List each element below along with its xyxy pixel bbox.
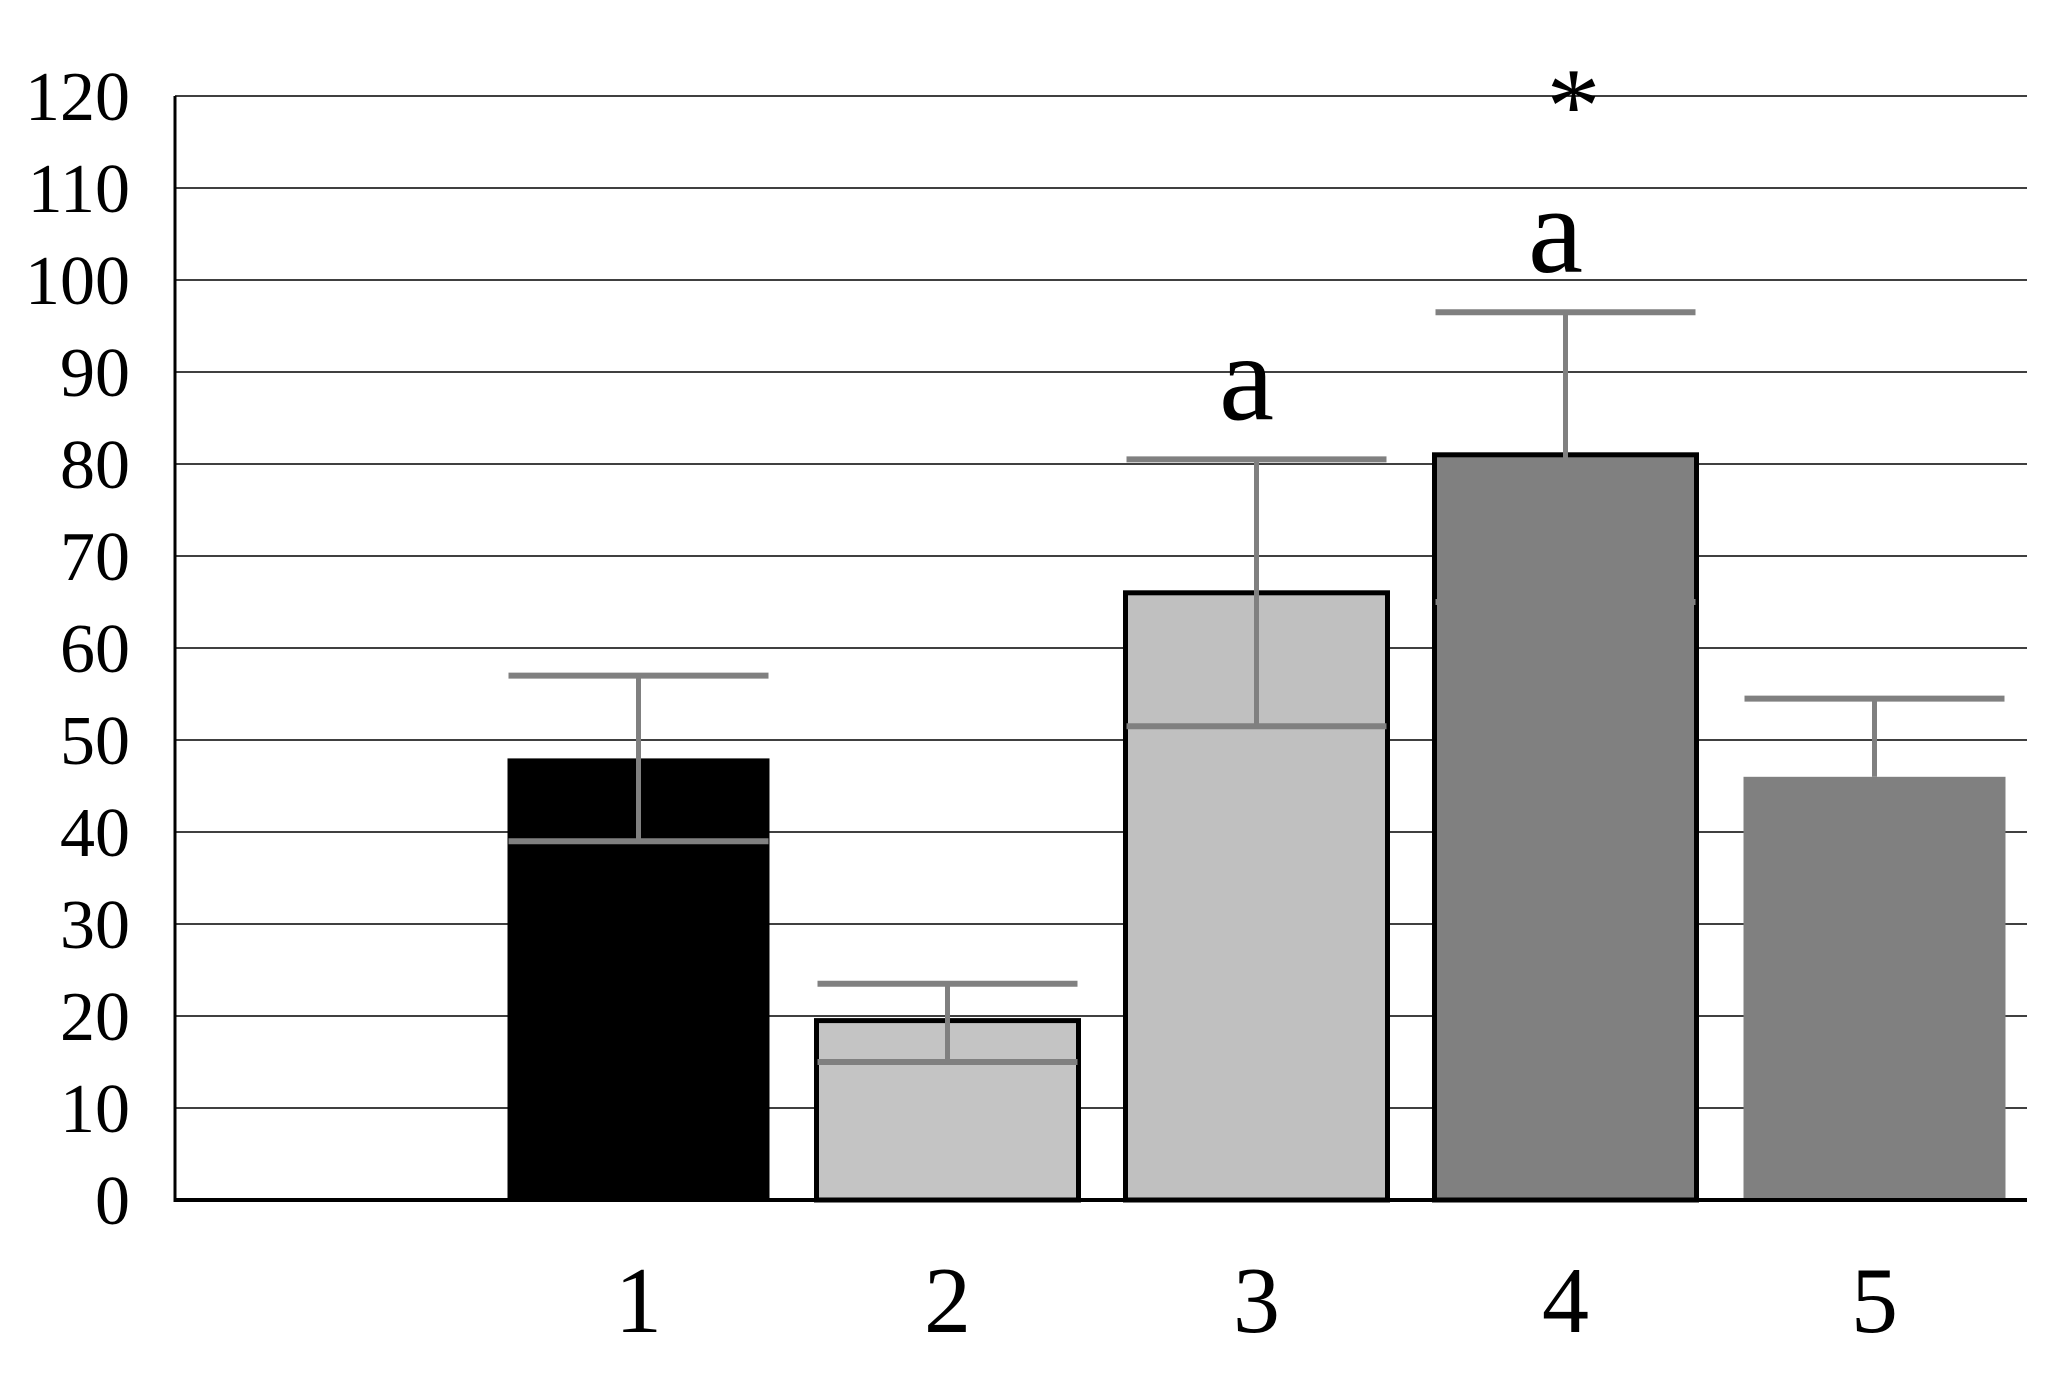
x-tick-label: 5	[1851, 1249, 1898, 1353]
x-tick-label: 2	[924, 1249, 971, 1353]
y-tick-label: 0	[95, 1163, 130, 1240]
y-tick-label: 120	[25, 59, 130, 136]
annotation-letter: a	[1528, 162, 1583, 299]
y-tick-label: 50	[60, 703, 130, 780]
x-tick-label: 3	[1233, 1249, 1280, 1353]
y-tick-label: 30	[60, 887, 130, 964]
y-tick-label: 70	[60, 519, 130, 596]
significance-asterisk: *	[1547, 47, 1601, 166]
labels: 0 10 20 30 40 50 60 70 80 90 100 110 120 1 2 3 4 5	[25, 59, 1898, 1353]
y-tick-label: 100	[25, 243, 130, 320]
y-tick-label: 10	[60, 1071, 130, 1148]
y-tick-label: 20	[60, 979, 130, 1056]
y-tick-label: 60	[60, 611, 130, 688]
y-tick-label: 80	[60, 427, 130, 504]
x-tick-label: 1	[615, 1249, 662, 1353]
bars	[507, 452, 2006, 1203]
gridlines	[175, 95, 2027, 1109]
error-bars	[508, 309, 2005, 1065]
bar-5	[1743, 776, 2006, 1200]
annotation-letter: a	[1219, 309, 1274, 446]
y-tick-label: 90	[60, 335, 130, 412]
y-tick-label: 110	[28, 151, 130, 228]
axes	[173, 96, 2027, 1202]
y-tick-label: 40	[60, 795, 130, 872]
x-tick-label: 4	[1542, 1249, 1589, 1353]
annotations: aa*	[1219, 47, 1601, 446]
